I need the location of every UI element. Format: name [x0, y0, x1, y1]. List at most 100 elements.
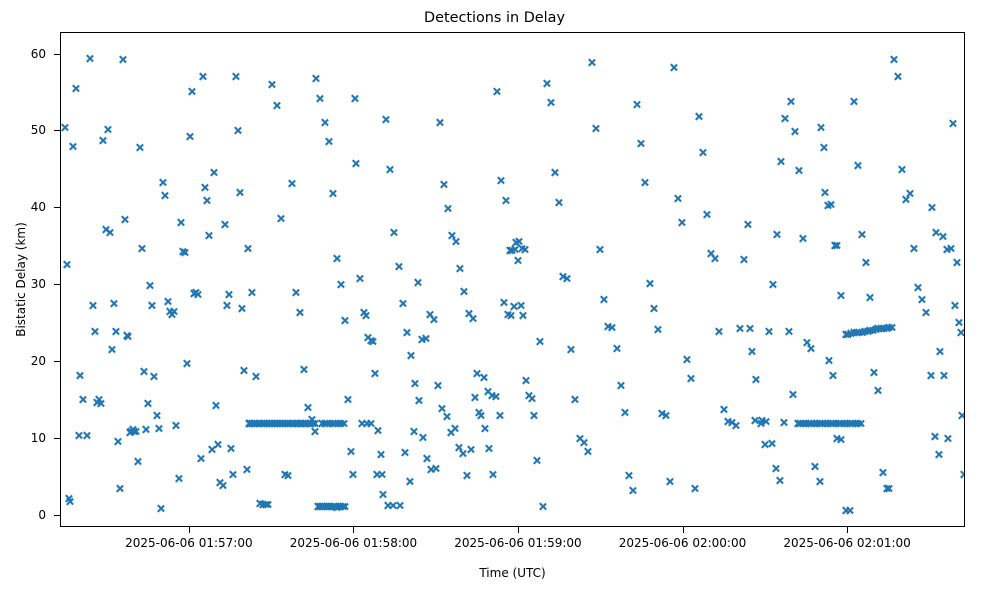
scatter-point	[321, 502, 330, 511]
scatter-point	[897, 165, 906, 174]
scatter-point	[194, 290, 203, 299]
y-tick-label: 20	[30, 353, 46, 368]
scatter-point	[857, 230, 866, 239]
scatter-point	[495, 411, 504, 420]
scatter-point	[715, 327, 724, 336]
scatter-point	[264, 419, 273, 428]
scatter-point	[312, 74, 321, 83]
scatter-point	[530, 411, 539, 420]
scatter-point	[841, 506, 850, 515]
scatter-point	[427, 465, 436, 474]
scatter-point	[678, 218, 687, 227]
scatter-point	[351, 159, 360, 168]
scatter-point	[143, 399, 152, 408]
scatter-point	[632, 100, 641, 109]
y-tick-mark	[54, 207, 60, 209]
scatter-point	[233, 126, 242, 135]
scatter-point	[338, 502, 347, 511]
scatter-point	[209, 168, 218, 177]
scatter-point	[506, 311, 515, 320]
scatter-point	[120, 215, 129, 224]
scatter-point	[649, 304, 658, 313]
scatter-point	[125, 428, 134, 437]
scatter-point	[483, 387, 492, 396]
scatter-point	[323, 419, 332, 428]
scatter-point	[63, 260, 72, 269]
scatter-point	[757, 416, 766, 425]
scatter-point	[779, 418, 788, 427]
scatter-point	[579, 438, 588, 447]
y-tick-mark	[54, 437, 60, 439]
scatter-point	[909, 244, 918, 253]
scatter-point	[265, 419, 274, 428]
scatter-point	[514, 237, 523, 246]
scatter-point	[340, 316, 349, 325]
scatter-point	[926, 371, 935, 380]
scatter-point	[535, 337, 544, 346]
scatter-point	[280, 470, 289, 479]
scatter-point	[624, 471, 633, 480]
scatter-point	[141, 425, 150, 434]
scatter-point	[706, 249, 715, 258]
scatter-point	[373, 426, 382, 435]
scatter-point	[307, 419, 316, 428]
scatter-point	[401, 448, 410, 457]
scatter-point	[702, 210, 711, 219]
scatter-point	[468, 314, 477, 323]
scatter-point	[934, 450, 943, 459]
scatter-point	[216, 478, 225, 487]
scatter-point	[131, 427, 140, 436]
scatter-point	[538, 502, 547, 511]
scatter-point	[690, 484, 699, 493]
scatter-point	[505, 246, 514, 255]
scatter-point	[242, 465, 251, 474]
scatter-point	[905, 189, 914, 198]
scatter-point	[956, 328, 964, 337]
scatter-point	[340, 502, 349, 511]
scatter-point	[508, 246, 517, 255]
scatter-point	[315, 502, 324, 511]
scatter-point	[818, 419, 827, 428]
scatter-point	[458, 449, 467, 458]
scatter-point	[940, 371, 949, 380]
scatter-point	[343, 395, 352, 404]
scatter-point	[229, 470, 238, 479]
scatter-point	[332, 254, 341, 263]
scatter-point	[587, 58, 596, 67]
scatter-point	[446, 428, 455, 437]
scatter-point	[520, 245, 529, 254]
scatter-point	[874, 324, 883, 333]
scatter-point	[94, 395, 103, 404]
scatter-point	[756, 419, 765, 428]
scatter-point	[781, 114, 790, 123]
scatter-point	[475, 408, 484, 417]
scatter-point	[735, 324, 744, 333]
scatter-point	[320, 118, 329, 127]
scatter-point	[513, 256, 522, 265]
scatter-point	[868, 326, 877, 335]
scatter-point	[319, 502, 328, 511]
scatter-point	[885, 484, 894, 493]
scatter-point	[298, 419, 307, 428]
scatter-point	[423, 454, 432, 463]
scatter-point	[616, 381, 625, 390]
scatter-point	[957, 411, 964, 420]
scatter-point	[745, 324, 754, 333]
scatter-point	[682, 355, 691, 364]
x-axis-label: Time (UTC)	[479, 566, 546, 580]
scatter-point	[287, 179, 296, 188]
scatter-point	[316, 94, 325, 103]
scatter-point	[150, 372, 159, 381]
x-tick-mark	[188, 527, 190, 533]
scatter-point	[330, 502, 339, 511]
scatter-point	[295, 308, 304, 317]
scatter-point	[694, 112, 703, 121]
scatter-point	[499, 298, 508, 307]
y-tick-label: 30	[30, 277, 46, 292]
scatter-point	[524, 391, 533, 400]
scatter-point	[235, 188, 244, 197]
scatter-point	[801, 419, 810, 428]
scatter-point	[952, 258, 961, 267]
scatter-point	[887, 323, 896, 332]
scatter-point	[282, 419, 291, 428]
